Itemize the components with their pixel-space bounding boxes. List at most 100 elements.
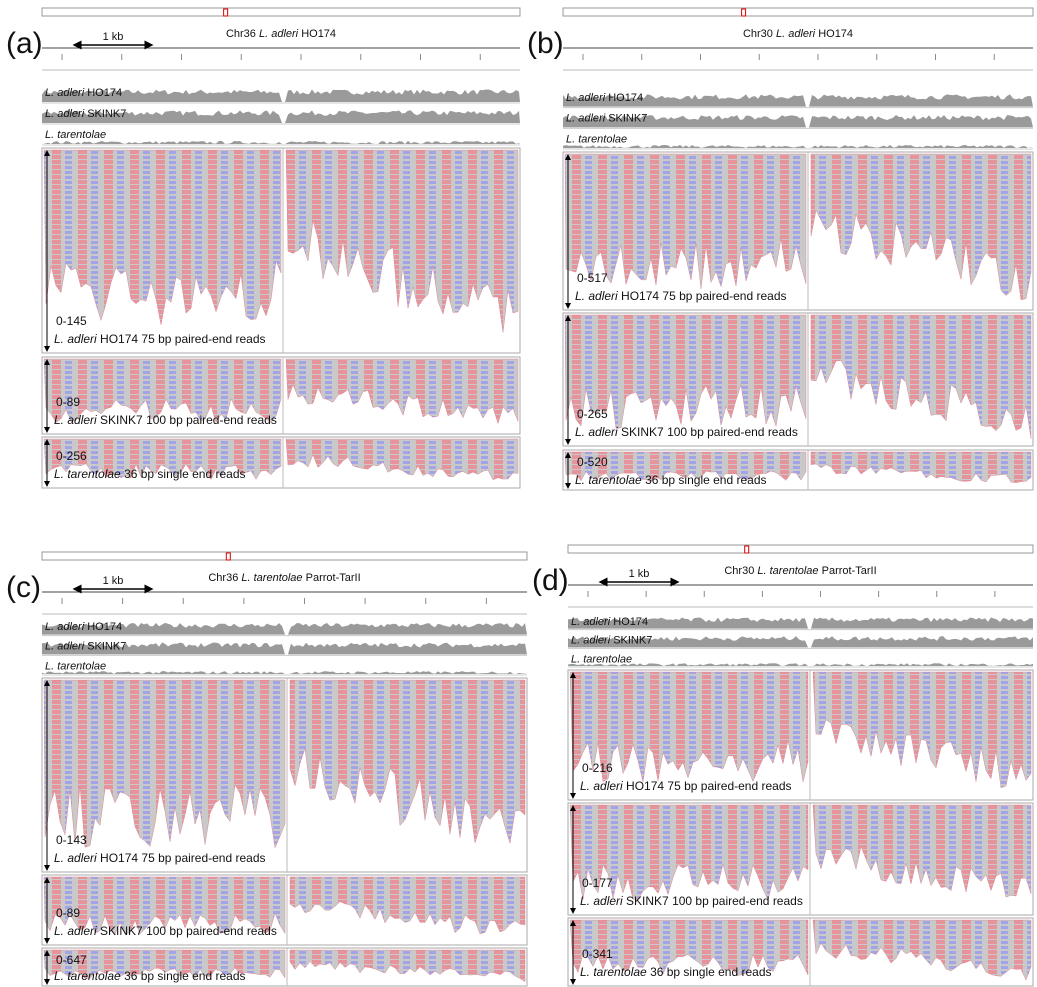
coverage [42,110,520,123]
read-pileup [569,804,809,901]
coverage-label: L. tarentolae [571,653,632,665]
locus-marker [225,552,231,561]
coverage-label-part: L. adleri [571,616,611,628]
range-label-part: 0-89 [56,906,80,920]
range-label-part: 0-177 [582,876,613,890]
header-frame [41,551,528,561]
range-label: 0-216 [582,761,613,775]
range-label: 0-265 [577,407,608,421]
coverage-label-part: L. adleri [566,113,606,125]
range-label: 0-647 [56,953,87,967]
coverage-label: L. tarentolae [45,129,106,141]
read-pileup [564,451,807,483]
range-label-part: 0-89 [56,395,80,409]
track-description-part: 36 bp single end reads [650,965,771,979]
track-description: L. tarentolae 36 bp single end reads [54,467,246,481]
track-description-part: HO174 75 bp paired-end reads [626,779,791,793]
panel-label-part: (d) [532,564,569,597]
read-pileup [43,949,286,979]
track-description-part: HO174 75 bp paired-end reads [100,332,265,346]
panel-title-part: L. tarentolae [241,572,302,584]
track-description: L. tarentolae 36 bp single end reads [54,969,246,983]
range-label-part: 0-517 [577,271,608,285]
read-pileup [812,671,1032,789]
locus-marker [741,8,747,17]
track-description: L. adleri HO174 75 bp paired-end reads [54,332,266,346]
locus-marker [744,545,750,554]
coverage-label-part: L. adleri [566,92,606,104]
range-label-part: 0-143 [56,833,87,847]
track-description: L. adleri SKINK7 100 bp paired-end reads [575,425,798,439]
panel-title-part: Parrot-TarII [306,572,361,584]
track-description-part: L. adleri [580,894,623,908]
scale-label: 1 kb [103,575,124,587]
range-label: 0-89 [56,395,80,409]
scale-label: 1 kb [103,31,124,43]
range-label: 0-341 [582,947,613,961]
coverage [42,89,520,102]
coverage-label-part: HO174 [613,616,648,628]
scale-label: 1 kb [629,568,650,580]
track-description-part: L. tarentolae [54,467,121,481]
track-description: L. adleri SKINK7 100 bp paired-end reads [54,924,277,938]
read-pileup [289,876,526,935]
coverage-label-part: HO174 [608,92,643,104]
track-description: L. adleri SKINK7 100 bp paired-end reads [54,413,277,427]
coverage-label: L. adleri HO174 [45,87,122,99]
panel-label-part: (c) [6,571,41,604]
track-description: L. adleri HO174 75 bp paired-end reads [575,289,787,303]
coverage [563,144,1033,148]
track-description-part: L. tarentolae [54,969,121,983]
coverage-label-part: L. adleri [45,108,85,120]
scale-label-part: 1 kb [629,568,650,580]
coverage-label-part: SKINK7 [87,108,126,120]
track-description-part: SKINK7 100 bp paired-end reads [621,425,798,439]
read-pileup [43,679,286,849]
panel-title-part: HO174 [301,28,336,40]
read-pileup [289,679,526,844]
coverage-label-part: L. adleri [571,635,611,647]
panel-title-part: L. adleri [776,28,816,40]
range-label-part: 0-647 [56,953,87,967]
coverage-label-part: L. adleri [45,621,85,633]
track-description: L. tarentolae 36 bp single end reads [580,965,772,979]
range-label: 0-520 [577,455,608,469]
read-pileup [43,438,282,480]
track-description: L. adleri SKINK7 100 bp paired-end reads [580,894,803,908]
panel-title-part: Chr36 [226,28,256,40]
coverage-label: L. tarentolae [566,133,627,145]
read-pileup [285,358,519,425]
track-description-part: L. adleri [54,924,97,938]
track-description-part: 36 bp single end reads [645,473,766,487]
panel-label: (b) [527,27,564,60]
track-description-part: HO174 75 bp paired-end reads [100,851,265,865]
coverage-label-part: L. tarentolae [45,660,106,672]
header-frame [567,544,1034,554]
panel-title-part: L. tarentolae [757,565,818,577]
panel-label: (d) [532,564,569,597]
coverage [42,642,527,655]
track-description: L. adleri HO174 75 bp paired-end reads [54,851,266,865]
panel-label: (a) [6,27,43,60]
read-pileup [810,451,1032,483]
coverage-label: L. adleri HO174 [571,616,648,628]
track-description-part: 36 bp single end reads [124,467,245,481]
read-pileup [569,671,809,783]
read-pileup [810,314,1032,439]
coverage-label-part: L. tarentolae [45,129,106,141]
coverage-label: L. adleri SKINK7 [571,635,652,647]
read-pileup [43,358,282,423]
range-label-part: 0-145 [56,314,87,328]
panel-title: Chr30 L. tarentolae Parrot-TarII [724,565,876,577]
track-description-part: L. tarentolae [575,473,642,487]
range-label-part: 0-265 [577,407,608,421]
range-label: 0-89 [56,906,80,920]
header-frame [41,7,521,17]
header-frame [562,7,1034,17]
panel-title: Chr36 L. adleri HO174 [226,28,336,40]
range-label: 0-145 [56,314,87,328]
coverage-label: L. adleri SKINK7 [45,108,126,120]
panel-title-part: Chr30 [743,28,773,40]
coverage-label-part: SKINK7 [87,641,126,653]
